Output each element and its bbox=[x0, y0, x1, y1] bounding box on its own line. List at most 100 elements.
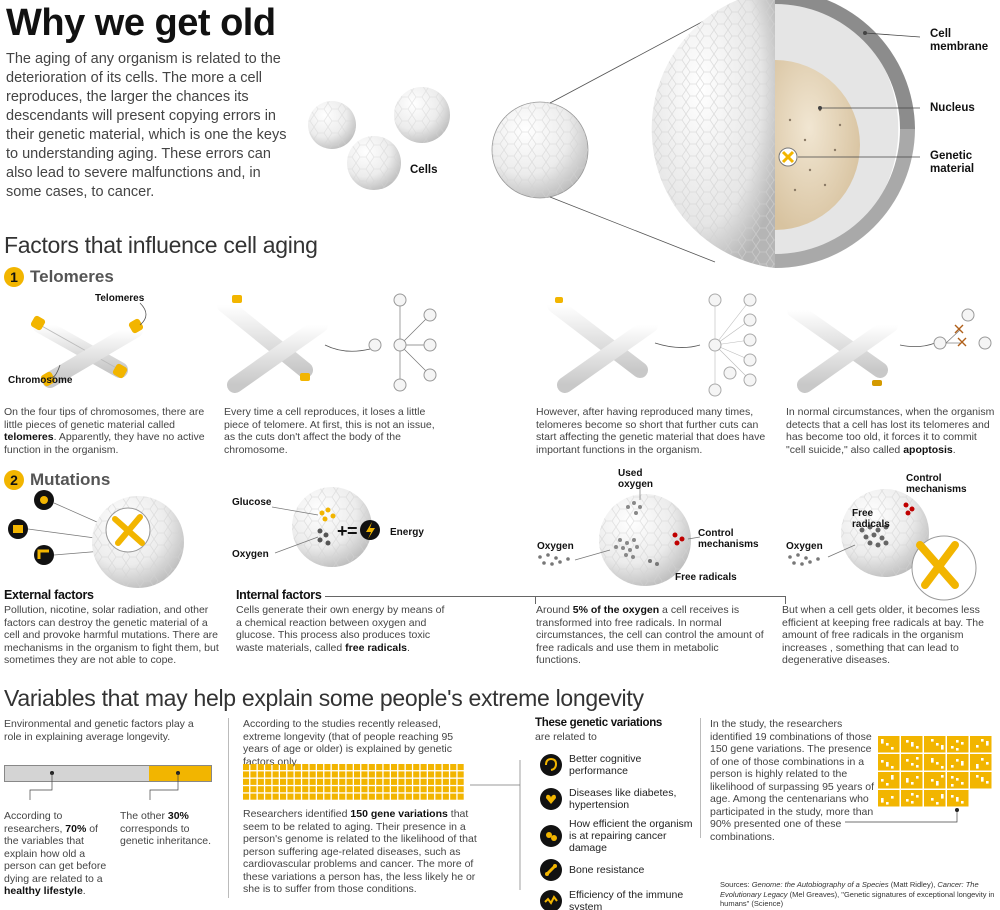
gene-variation-square bbox=[383, 771, 390, 778]
telomeres-number: 1 bbox=[4, 267, 24, 287]
internal-factors-text: Cells generate their own energy by means… bbox=[236, 604, 445, 654]
combination-block bbox=[970, 772, 992, 789]
studies-text: According to the studies recently releas… bbox=[243, 718, 454, 768]
svg-text:=: = bbox=[347, 521, 358, 541]
gene-variation-square bbox=[413, 778, 420, 785]
gene-variation-square bbox=[442, 793, 449, 800]
longevity-heading: Variables that may help explain some peo… bbox=[4, 685, 644, 711]
gene-variation-square bbox=[450, 771, 457, 778]
cell-cross-section bbox=[491, 0, 921, 268]
gene-connector bbox=[470, 760, 521, 890]
variations-list: Better cognitive performance Diseases li… bbox=[540, 748, 700, 910]
gene-variation-square bbox=[265, 778, 272, 785]
gene-variation-square bbox=[302, 771, 309, 778]
combination-block bbox=[901, 790, 923, 807]
gene-variation-square bbox=[272, 771, 279, 778]
gene-variation-square bbox=[428, 778, 435, 785]
telomeres-text-4: In normal circumstances, when the organi… bbox=[786, 406, 995, 456]
variations-heading: These genetic variations bbox=[535, 717, 663, 729]
gene-variation-square bbox=[442, 771, 449, 778]
used-oxygen-label: Used oxygen bbox=[618, 468, 654, 490]
heart-icon bbox=[540, 788, 562, 810]
rule-tick-2 bbox=[785, 596, 786, 604]
env-text: Environmental and genetic factors play a… bbox=[4, 718, 194, 743]
gene-variation-square bbox=[457, 764, 464, 771]
gene-variation-square bbox=[361, 771, 368, 778]
gene-variation-square bbox=[391, 793, 398, 800]
gene-variation-square bbox=[331, 778, 338, 785]
gene-variation-square bbox=[346, 771, 353, 778]
gene-variation-square bbox=[250, 793, 257, 800]
gene-variation-square bbox=[398, 771, 405, 778]
gene-variation-square bbox=[302, 793, 309, 800]
gene-variation-square bbox=[309, 778, 316, 785]
gene-variation-square bbox=[280, 778, 287, 785]
combo-leader bbox=[845, 808, 959, 823]
gene-variation-square bbox=[361, 793, 368, 800]
gene-variation-square bbox=[405, 771, 412, 778]
gene-variation-square bbox=[265, 764, 272, 771]
gene-variation-square bbox=[435, 771, 442, 778]
gene-variation-square bbox=[265, 771, 272, 778]
telomeres-label: Telomeres bbox=[95, 293, 145, 304]
gene-variation-square bbox=[450, 778, 457, 785]
telomeres-diagram bbox=[30, 293, 992, 397]
oxygen-dots-3 bbox=[788, 553, 820, 566]
gene-variation-square bbox=[442, 764, 449, 771]
combination-block bbox=[901, 772, 923, 789]
gene-variation-square bbox=[272, 778, 279, 785]
gene-variation-square bbox=[405, 793, 412, 800]
variation-label: Bone resistance bbox=[569, 864, 645, 876]
mutations-heading: Mutations bbox=[30, 470, 111, 489]
bone-icon bbox=[540, 859, 562, 881]
gene-variation-square bbox=[383, 793, 390, 800]
gene-variation-square bbox=[442, 778, 449, 785]
genetic-material-label: Genetic material bbox=[930, 150, 975, 175]
gene-variation-square bbox=[383, 778, 390, 785]
gene-variation-square bbox=[257, 778, 264, 785]
gene-variation-square bbox=[450, 764, 457, 771]
gene-variation-square bbox=[302, 764, 309, 771]
gene-variation-square bbox=[368, 786, 375, 793]
gene-variation-square bbox=[420, 778, 427, 785]
divider-1 bbox=[228, 718, 229, 898]
gene-variation-square bbox=[257, 786, 264, 793]
chromosome-1 bbox=[30, 302, 147, 388]
gene-variation-square bbox=[361, 764, 368, 771]
gene-variation-square bbox=[420, 771, 427, 778]
gene-variation-square bbox=[391, 771, 398, 778]
gene-variation-square bbox=[346, 764, 353, 771]
gene-variation-square bbox=[457, 793, 464, 800]
gene-variation-square bbox=[346, 793, 353, 800]
gene-variation-square bbox=[317, 778, 324, 785]
gene-variation-square bbox=[450, 793, 457, 800]
gene-variation-square bbox=[280, 771, 287, 778]
gene-variation-square bbox=[294, 778, 301, 785]
gene-variation-square bbox=[272, 764, 279, 771]
gene-variation-square bbox=[368, 764, 375, 771]
oxygen-label-1: Oxygen bbox=[232, 549, 269, 560]
gene-variation-square bbox=[257, 764, 264, 771]
gene-variation-square bbox=[354, 778, 361, 785]
oxygen-dots-1 bbox=[538, 553, 570, 566]
gene-variation-square bbox=[265, 793, 272, 800]
variation-item: Better cognitive performance bbox=[540, 748, 700, 782]
gene-variation-square bbox=[450, 786, 457, 793]
gene-variation-square bbox=[398, 778, 405, 785]
gene-variation-square bbox=[376, 793, 383, 800]
gene-variation-square bbox=[317, 793, 324, 800]
gene-variation-square bbox=[339, 793, 346, 800]
sources: Sources: Genome: the Autobiography of a … bbox=[720, 880, 995, 908]
gene-variation-square bbox=[376, 778, 383, 785]
gene-variation-square bbox=[317, 786, 324, 793]
gene-variation-square bbox=[280, 764, 287, 771]
gene-variation-square bbox=[368, 778, 375, 785]
chromosome-3 bbox=[547, 297, 701, 393]
cell-membrane-label: Cell membrane bbox=[930, 28, 989, 53]
chromosome-2 bbox=[217, 295, 371, 393]
combination-block bbox=[970, 754, 992, 771]
gene-variation-square bbox=[398, 786, 405, 793]
variations-subheading: are related to bbox=[535, 731, 597, 743]
gene-variation-square bbox=[391, 764, 398, 771]
external-factors-text: Pollution, nicotine, solar radiation, an… bbox=[4, 604, 219, 666]
